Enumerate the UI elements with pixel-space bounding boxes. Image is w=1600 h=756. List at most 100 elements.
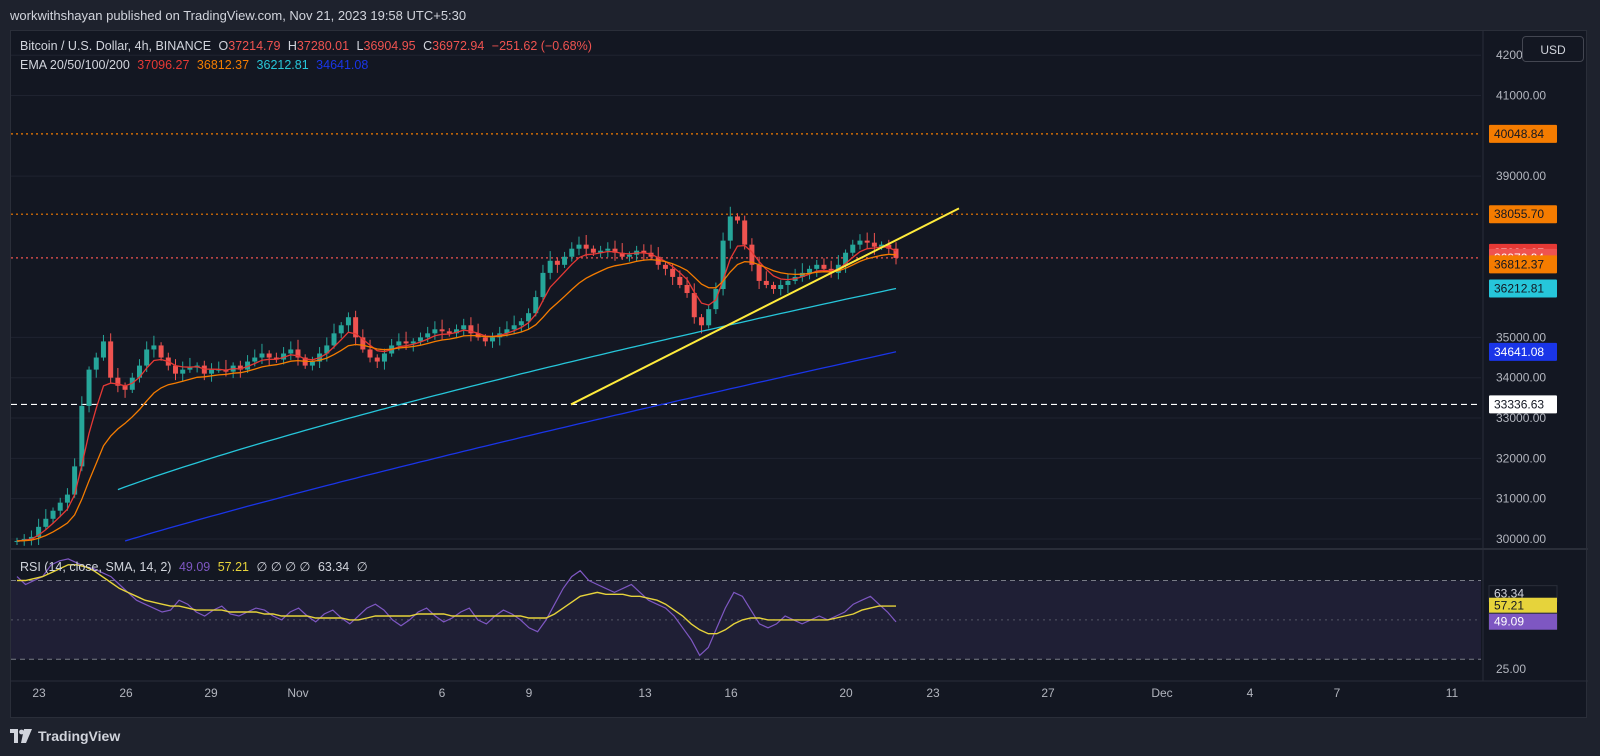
ema20-value: 37096.27 — [137, 58, 190, 72]
ema200-line — [124, 351, 897, 542]
candle-body — [778, 284, 784, 289]
candle-body — [763, 280, 769, 285]
candle-body — [698, 317, 704, 326]
rsi-blank-values: ∅ ∅ ∅ ∅ — [256, 560, 311, 574]
time-tick-label: 16 — [724, 686, 738, 700]
candle-body — [554, 260, 560, 265]
rsi-value: 49.09 — [178, 560, 211, 574]
time-tick-label: 23 — [926, 686, 940, 700]
low-label: L — [356, 39, 364, 53]
low-value: 36904.95 — [363, 39, 416, 53]
time-tick-label: 23 — [32, 686, 46, 700]
time-tick-label: 13 — [638, 686, 652, 700]
candle-body — [511, 325, 517, 330]
candle-body — [576, 244, 582, 249]
candle-body — [237, 365, 243, 370]
candle-body — [266, 353, 272, 358]
symbol-legend: Bitcoin / U.S. Dollar, 4h, BINANCE O3721… — [20, 39, 596, 53]
candle-body — [598, 250, 604, 253]
candle-body — [590, 248, 596, 253]
tradingview-logo-icon — [10, 729, 32, 743]
chart-canvas[interactable]: 42000.0041000.0039000.0035000.0034000.00… — [11, 31, 1588, 719]
candle-body — [360, 337, 366, 350]
candle-body — [353, 317, 359, 338]
candle-body — [684, 284, 690, 294]
candle-body — [871, 242, 877, 247]
candle-body — [173, 365, 179, 374]
rsi-ma-value: 57.21 — [217, 560, 249, 574]
rsi-tick-label: 25.00 — [1496, 662, 1526, 676]
candle-body — [417, 337, 423, 342]
rsi-upper-value: 63.34 — [317, 560, 350, 574]
candle-body — [662, 264, 668, 269]
tradingview-brand: TradingView — [38, 728, 121, 744]
candle-body — [324, 345, 330, 354]
candle-body — [367, 349, 373, 358]
candle-body — [43, 518, 49, 527]
candle-body — [446, 331, 452, 334]
candle-body — [86, 369, 92, 406]
rsi-value-tag — [1489, 597, 1557, 614]
candle-body — [720, 240, 726, 289]
candle-body — [187, 367, 193, 370]
candle-body — [93, 357, 99, 370]
candle-body — [410, 341, 416, 344]
candle-body — [209, 369, 215, 374]
candle-body — [518, 321, 524, 326]
candle-body — [677, 276, 683, 285]
candle-body — [158, 345, 164, 358]
trendline — [570, 207, 960, 406]
time-tick-label: Dec — [1151, 686, 1172, 700]
candle-body — [100, 341, 106, 358]
price-tick-label: 34000.00 — [1496, 371, 1546, 385]
candle-body — [626, 254, 632, 257]
price-tag — [1489, 342, 1557, 361]
candle-body — [281, 353, 287, 360]
candle-body — [381, 353, 387, 362]
currency-button[interactable]: USD — [1522, 36, 1584, 62]
price-tick-label: 31000.00 — [1496, 492, 1546, 506]
candle-body — [432, 329, 438, 334]
candle-body — [864, 240, 870, 243]
rsi-legend: RSI (14, close, SMA, 14, 2) 49.09 57.21 … — [20, 559, 372, 574]
rsi-value-tag-label: 57.21 — [1494, 599, 1524, 613]
close-value: 36972.94 — [432, 39, 485, 53]
candle-body — [309, 361, 315, 366]
ema100-value: 36212.81 — [256, 58, 309, 72]
candle-body — [641, 250, 647, 253]
candle-body — [295, 349, 301, 358]
candle-body — [756, 264, 762, 281]
candle-body — [461, 325, 467, 330]
time-tick-label: 6 — [439, 686, 446, 700]
candle-body — [706, 309, 712, 326]
chart-area[interactable]: 42000.0041000.0039000.0035000.0034000.00… — [10, 30, 1588, 719]
ema20-line — [16, 244, 897, 542]
tradingview-logo[interactable]: TradingView — [10, 728, 120, 744]
time-tick-label: 9 — [526, 686, 533, 700]
candle-body — [482, 337, 488, 342]
candle-body — [490, 337, 496, 342]
close-label: C — [423, 39, 433, 53]
price-tick-label: 41000.00 — [1496, 89, 1546, 103]
candle-body — [252, 357, 258, 362]
candle-body — [28, 536, 34, 539]
candle-body — [886, 244, 892, 249]
price-tag-label: 33336.63 — [1494, 397, 1544, 411]
time-tick-label: 4 — [1247, 686, 1254, 700]
time-tick-label: 26 — [119, 686, 133, 700]
price-tag — [1489, 124, 1557, 143]
ema50-value: 36812.37 — [196, 58, 250, 72]
candle-body — [151, 345, 157, 350]
candle-body — [771, 284, 777, 289]
candle-body — [136, 365, 142, 378]
candle-body — [749, 244, 755, 265]
price-tick-label: 33000.00 — [1496, 411, 1546, 425]
price-tag-label: 34641.08 — [1494, 345, 1544, 359]
candle-body — [273, 357, 279, 360]
time-tick-label: 11 — [1446, 686, 1459, 700]
price-tag-label: 36812.37 — [1494, 257, 1544, 271]
candle-body — [425, 333, 431, 338]
price-tag-label: 38055.70 — [1494, 207, 1544, 221]
candle-body — [64, 494, 70, 503]
candle-body — [345, 317, 351, 326]
